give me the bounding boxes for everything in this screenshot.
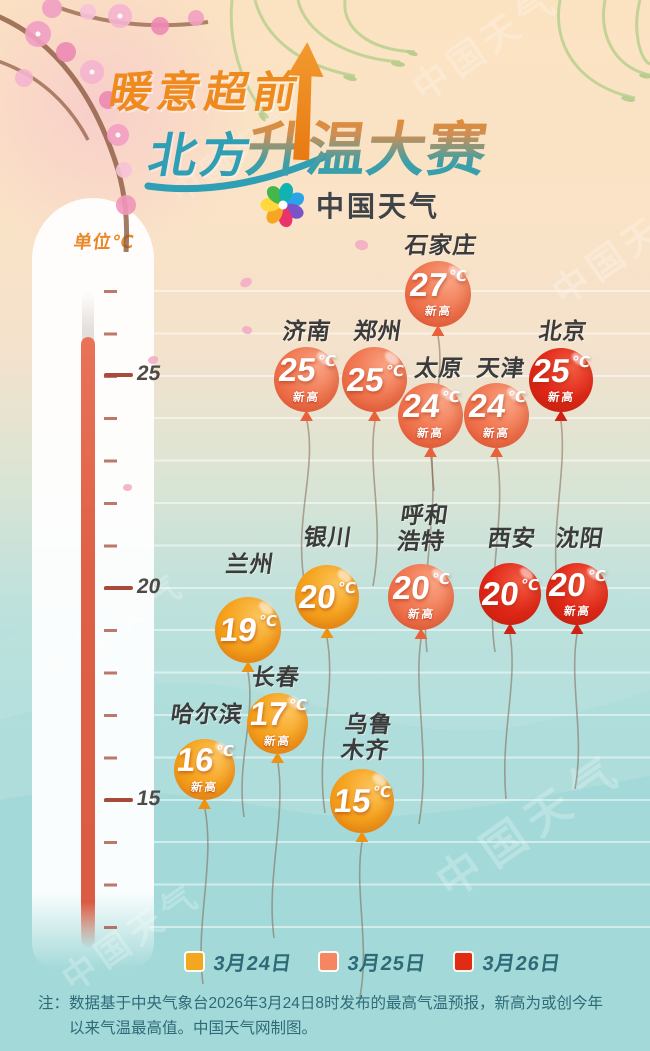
balloon-hohhot: 20 ℃ 新高 [388,564,454,829]
date-legend: 3月24日 3月25日 3月26日 [184,947,563,976]
footnote: 注： 数据基于中央气象台2026年3月24日8时发布的最高气温预报，新高为或创今… [38,992,618,1042]
brand-name: 中国天气 [316,191,441,222]
scale-label-25: 25 [135,362,163,385]
footnote-text: 数据基于中央气象台2026年3月24日8时发布的最高气温预报，新高为或创今年以来… [69,995,603,1037]
city-label-urumqi: 乌鲁木齐 [339,711,395,764]
legend-swatch-salmon [318,951,340,972]
legend-item-mar25: 3月25日 [318,947,428,976]
city-label-lanzhou: 兰州 [224,551,276,577]
scale-label-15: 15 [135,787,163,810]
city-label-tianjin: 天津 [475,355,527,381]
record-badge: 新高 [292,391,321,404]
record-badge: 新高 [406,609,436,622]
balloon-beijing: 25 ℃ 新高 [529,348,593,591]
record-badge: 新高 [482,427,511,440]
city-label-taiyuan: 太原 [413,355,465,381]
balloon-zhengzhou: 25 ℃ [342,347,407,591]
balloon-yinchuan: 20 ℃ [295,565,359,818]
legend-swatch-red [452,951,474,972]
city-label-jinan: 济南 [281,318,333,344]
city-label-shenyang: 沈阳 [554,525,606,551]
legend-label: 3月25日 [346,953,428,975]
legend-label: 3月24日 [212,953,294,975]
petal [148,356,158,364]
rising-arrow-icon [287,42,324,161]
city-label-xian: 西安 [486,525,538,551]
major-tick-25 [104,373,133,377]
record-badge: 新高 [562,606,592,619]
balloon-changchun: 17 ℃ 新高 [247,693,308,943]
balloon-jinan: 25 ℃ 新高 [274,347,339,591]
major-tick-15 [104,798,133,802]
record-badge: 新高 [546,392,576,405]
thermometer-mercury [81,337,95,945]
legend-label: 3月26日 [480,953,563,975]
record-badge: 新高 [263,735,292,748]
balloon-taiyuan: 24 ℃ 新高 [398,383,463,657]
city-label-hohhot: 呼和浩特 [395,502,451,555]
city-label-beijing: 北京 [537,318,589,344]
city-label-zhengzhou: 郑州 [352,318,404,344]
city-label-changchun: 长春 [250,664,302,690]
city-label-yinchuan: 银川 [302,524,354,550]
balloon-xian: 20 ℃ [479,563,541,804]
thermometer-minor-ticks [104,290,117,932]
footnote-prefix: 注： [38,995,70,1012]
city-label-harbin: 哈尔滨 [169,701,245,727]
legend-item-mar24: 3月24日 [184,947,294,976]
record-badge: 新高 [416,427,445,440]
pinwheel-logo-icon [260,183,305,228]
title-swoosh-underline [144,150,335,193]
record-badge: 新高 [423,306,453,319]
balloon-lanzhou: 19 ℃ [215,597,281,822]
legend-swatch-orange [184,951,205,972]
brand-logo: 中国天气 [260,182,440,228]
balloon-urumqi: 15 ℃ [330,769,394,1002]
city-label-shijiazhuang: 石家庄 [403,232,479,258]
legend-item-mar26: 3月26日 [452,947,563,976]
record-badge: 新高 [190,781,219,794]
balloon-shenyang: 20 ℃ 新高 [546,563,608,794]
scale-label-20: 20 [135,575,163,598]
major-tick-20 [104,586,133,590]
balloon-tianjin: 24 ℃ 新高 [464,383,529,657]
balloon-shijiazhuang: 27 ℃ 新高 [405,261,471,496]
thermometer-unit-label: 单位℃ [72,232,137,252]
